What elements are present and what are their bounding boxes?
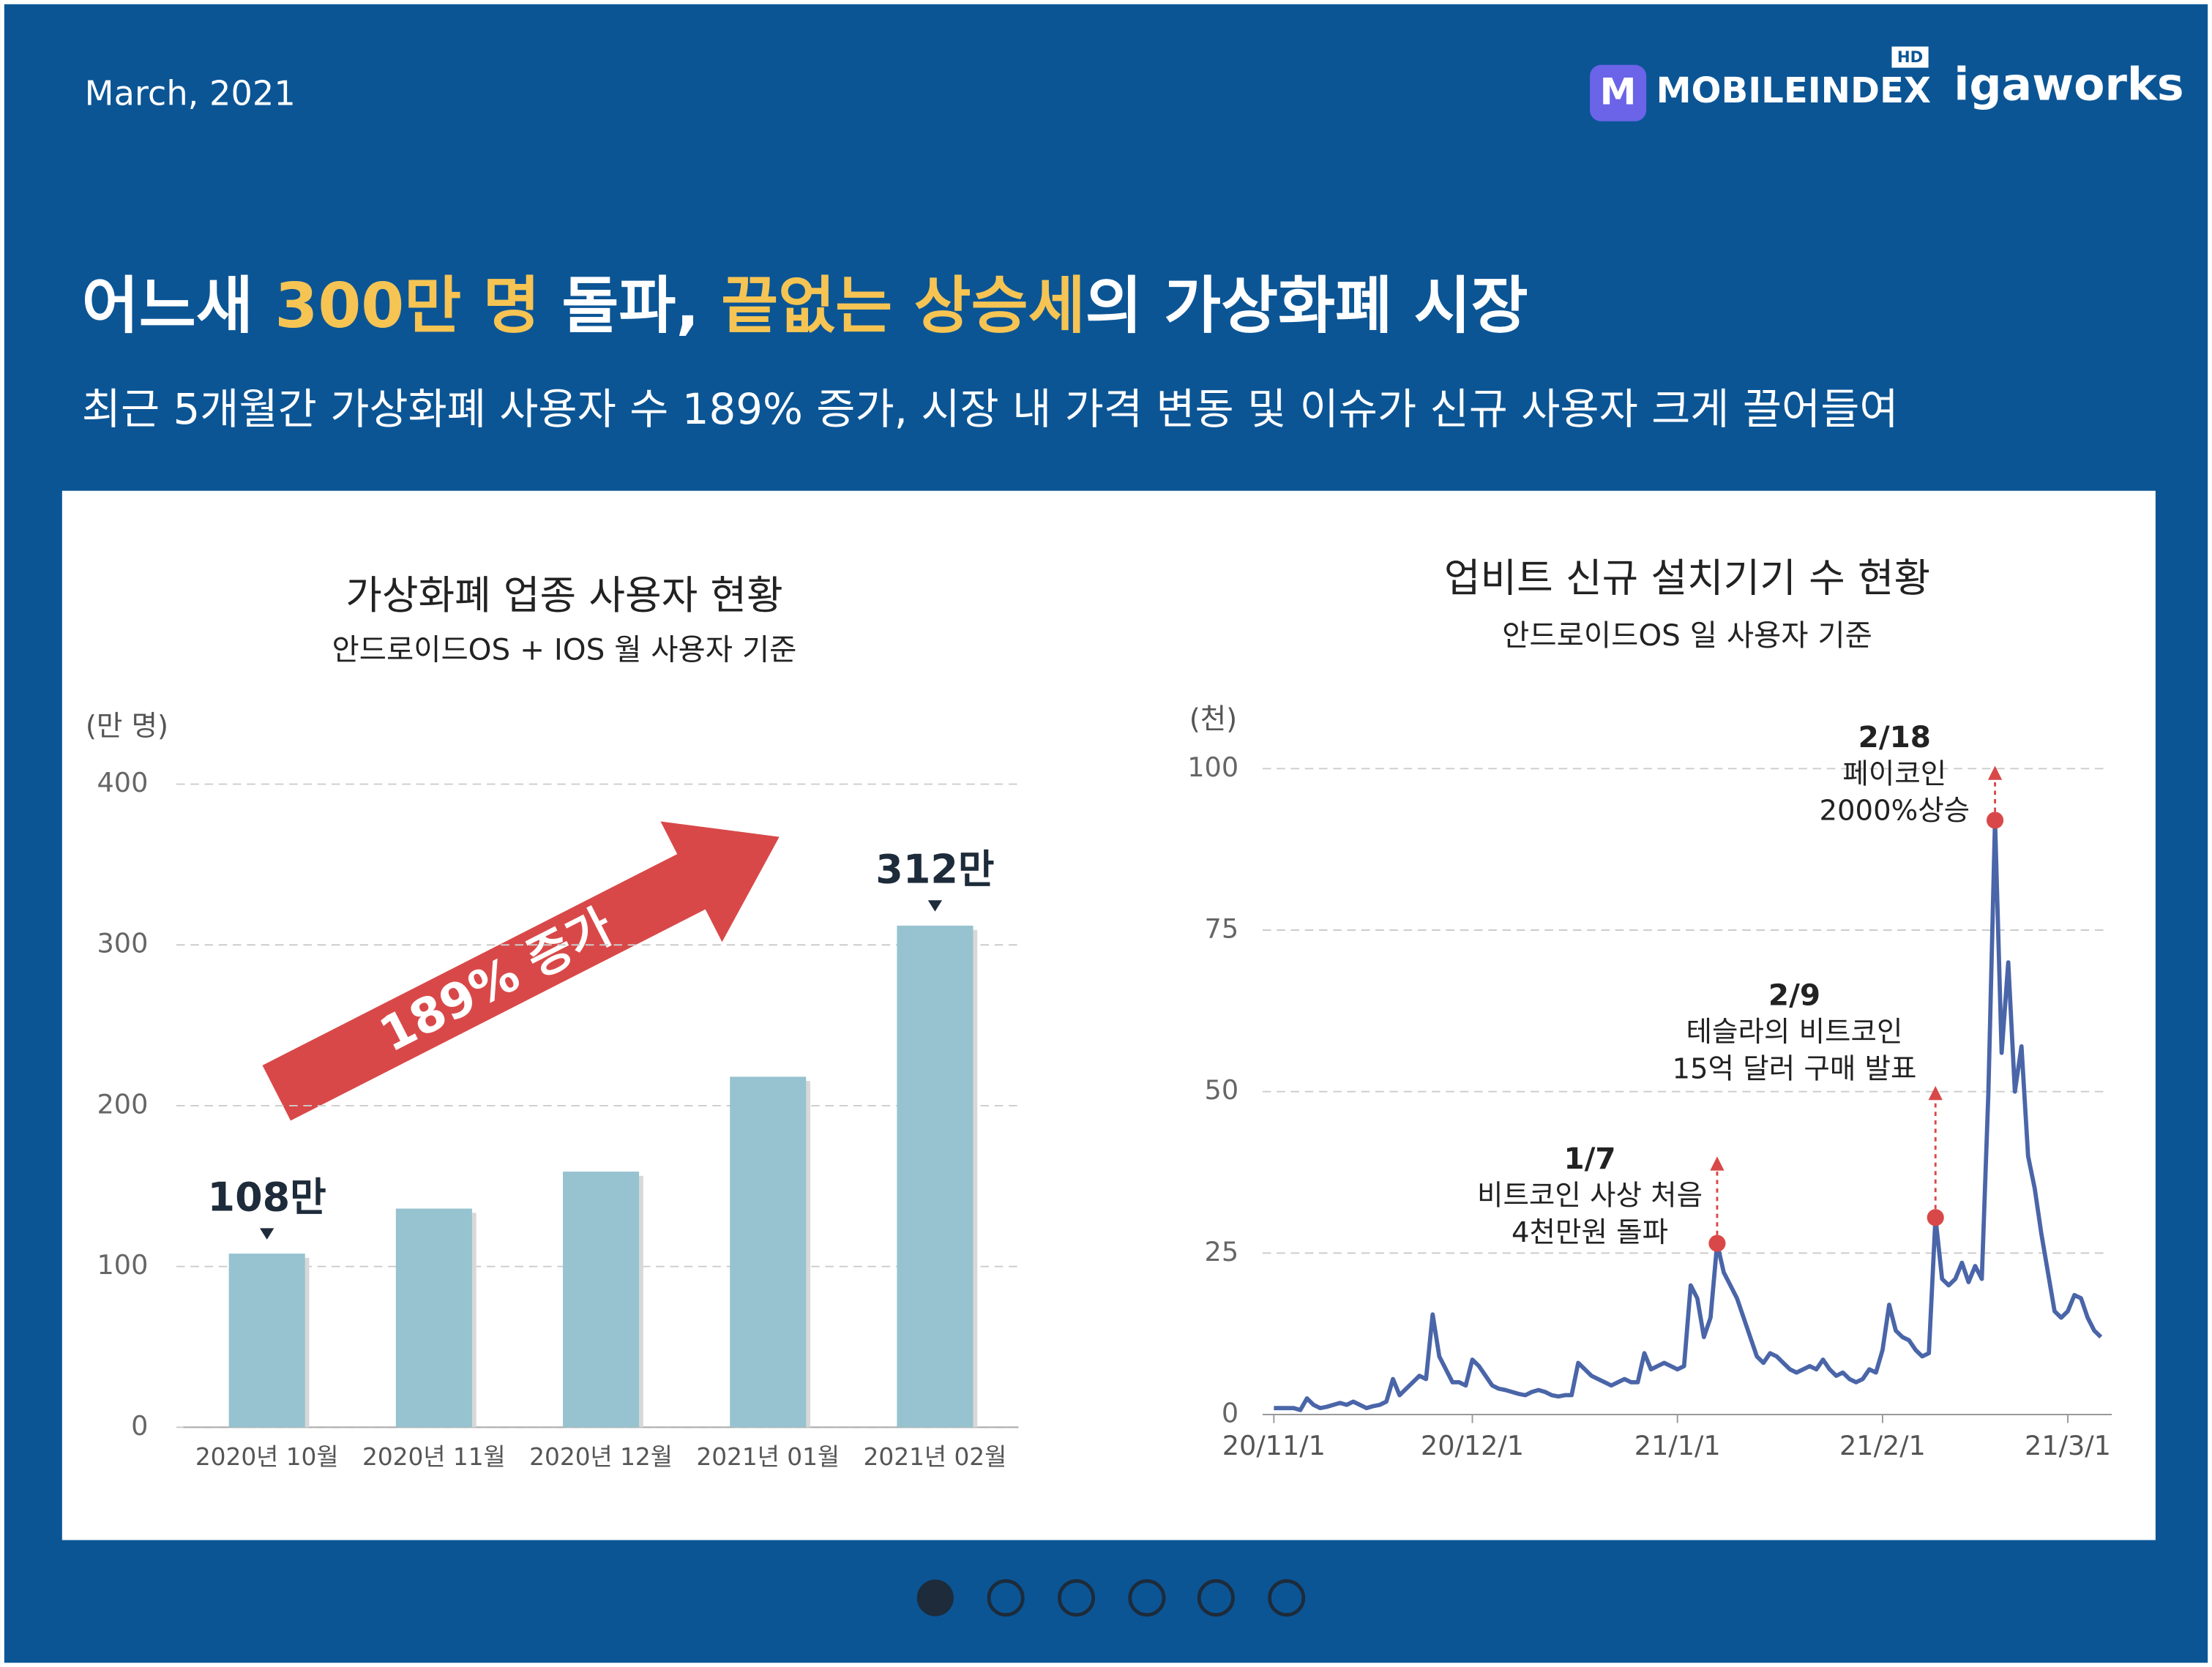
title-part: 어느새 [82, 269, 275, 342]
bar [228, 1254, 305, 1428]
y-tick-label: 400 [97, 767, 149, 798]
title-part: 돌파, [540, 269, 721, 342]
x-tick-label: 20/12/1 [1421, 1430, 1524, 1461]
annotation-date: 1/7 [1563, 1141, 1615, 1176]
y-unit: (천) [1189, 703, 1238, 735]
value-label: 312만 [875, 846, 994, 892]
annotation-point [1987, 812, 2004, 829]
y-unit: (만 명) [86, 710, 168, 743]
title-highlight: 끝없는 상승세 [721, 269, 1086, 342]
logo-icon-letter: M [1600, 70, 1637, 113]
y-tick-label: 25 [1205, 1236, 1239, 1267]
x-tick-label: 21/2/1 [1839, 1430, 1926, 1461]
bar [563, 1172, 640, 1428]
logo-badge-box [1891, 46, 1929, 68]
y-tick-label: 0 [1222, 1398, 1238, 1429]
x-tick-label: 2021년 02월 [864, 1443, 1007, 1471]
value-pointer [927, 900, 943, 912]
dot[interactable] [1197, 1579, 1235, 1617]
dot[interactable] [987, 1579, 1025, 1617]
title-part: 의 가상화폐 시장 [1086, 269, 1528, 342]
x-tick-label: 2020년 11월 [362, 1443, 506, 1471]
title-highlight: 300만 명 [274, 269, 539, 342]
y-tick-label: 100 [1187, 752, 1238, 783]
arrow-shape [262, 821, 780, 1121]
annotation-text: 15억 달러 구매 발표 [1673, 1052, 1917, 1085]
dot-active[interactable] [916, 1579, 954, 1617]
value-pointer [260, 1228, 274, 1240]
annotation-arrowhead [1710, 1156, 1725, 1171]
title: 어느새 300만 명 돌파, 끝없는 상승세의 가상화폐 시장 [82, 269, 1528, 342]
y-tick-label: 0 [131, 1410, 148, 1442]
y-tick-label: 75 [1205, 913, 1239, 945]
date: March, 2021 [85, 74, 296, 113]
bar [395, 1208, 472, 1428]
x-tick-label: 21/1/1 [1634, 1430, 1721, 1461]
annotation-text: 비트코인 사상 처음 [1477, 1180, 1703, 1213]
x-tick-label: 21/3/1 [2025, 1430, 2111, 1461]
annotation-arrowhead [1987, 765, 2003, 780]
chart-subtitle: 안드로이드OS + IOS 월 사용자 기준 [332, 632, 797, 667]
logo-badge: HD [1897, 48, 1923, 66]
bar [730, 1076, 807, 1428]
dot[interactable] [1128, 1579, 1166, 1617]
y-tick-label: 200 [97, 1088, 149, 1120]
annotation-text: 테슬라의 비트코인 [1686, 1016, 1903, 1049]
annotation-arrowhead [1928, 1085, 1943, 1101]
company-logo: igaworks [1954, 59, 2183, 111]
x-tick-label: 2021년 01월 [696, 1443, 840, 1471]
logo-name: MOBILEINDEX [1656, 70, 1931, 111]
chart-title: 가상화폐 업종 사용자 현황 [345, 572, 782, 618]
dot[interactable] [1057, 1579, 1096, 1617]
dot[interactable] [1268, 1579, 1306, 1617]
chart-subtitle: 안드로이드OS 일 사용자 기준 [1502, 618, 1872, 653]
y-tick-label: 100 [97, 1249, 149, 1281]
subtitle: 최근 5개월간 가상화폐 사용자 수 189% 증가, 시장 내 가격 변동 및… [82, 384, 1899, 434]
annotation-date: 2/9 [1768, 978, 1820, 1013]
line [1274, 818, 2103, 1412]
x-tick-label: 2020년 12월 [529, 1443, 673, 1471]
value-label: 108만 [208, 1174, 326, 1220]
annotation-text: 4천만원 돌파 [1512, 1216, 1668, 1249]
annotation-date: 2/18 [1858, 719, 1931, 754]
chart-title: 업비트 신규 설치기기 수 현황 [1444, 555, 1930, 602]
y-tick-label: 300 [97, 928, 149, 959]
x-tick-label: 20/11/1 [1222, 1430, 1326, 1461]
logo-icon [1590, 64, 1647, 121]
annotation-point [1927, 1209, 1944, 1226]
annotation-text: 2000%상승 [1820, 795, 1970, 828]
carousel-dots [916, 1579, 1306, 1617]
bar [897, 925, 974, 1428]
x-tick-label: 2020년 10월 [195, 1443, 339, 1471]
y-tick-label: 50 [1205, 1074, 1239, 1106]
annotation-point [1708, 1235, 1726, 1252]
annotation-text: 페이코인 [1842, 757, 1946, 790]
